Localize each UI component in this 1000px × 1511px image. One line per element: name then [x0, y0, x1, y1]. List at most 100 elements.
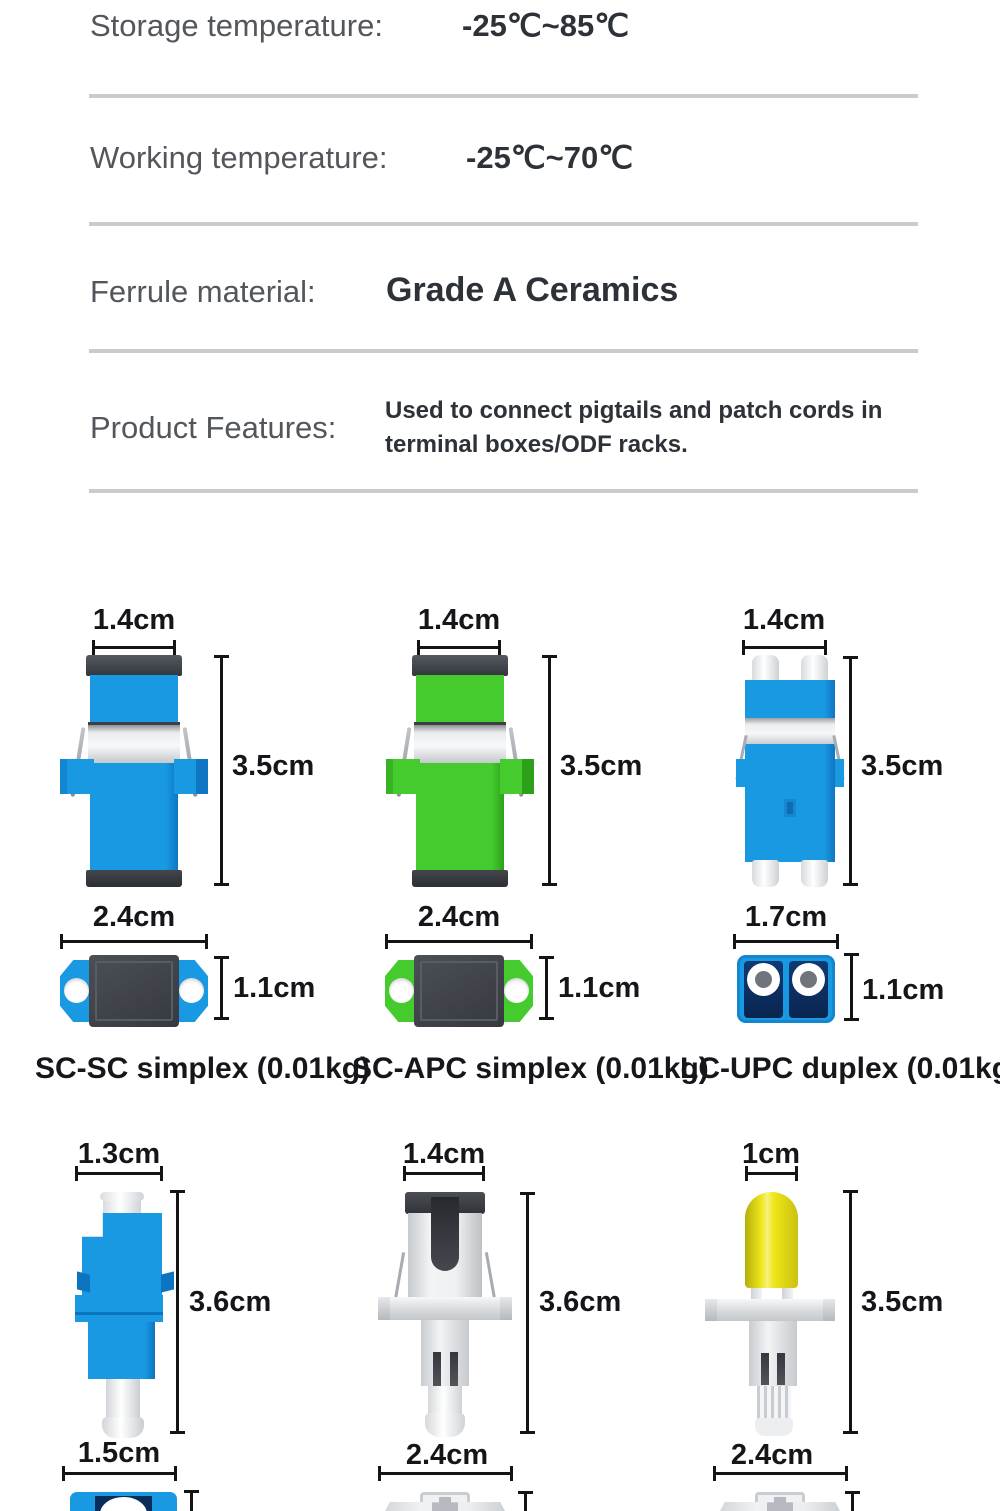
ferrule-foot — [755, 1418, 793, 1436]
mounting-flange — [378, 1297, 512, 1320]
dimension-height-line — [518, 1491, 533, 1511]
dimension-height-label: 1.1cm — [862, 974, 945, 1006]
adapter-lc-upc-duplex-front-view — [735, 655, 845, 887]
mounting-wing-right — [174, 759, 208, 794]
adapter-body — [745, 680, 835, 862]
adapter-port-block — [414, 955, 504, 1027]
dimension-width-line — [733, 934, 839, 949]
side-tab-right — [835, 759, 844, 787]
adapter-body-upper — [90, 675, 178, 723]
lc-nub-top — [100, 1192, 144, 1214]
adapter-sc-lc-hybrid-front-view — [378, 1192, 512, 1438]
screw-hole-left — [64, 978, 89, 1003]
ferrule-foot — [102, 1417, 144, 1438]
adapter-lc-simplex-top-view-partial — [70, 1490, 177, 1511]
dimension-width-label: 1.4cm — [402, 1138, 486, 1170]
dimension-height-label: 3.5cm — [560, 750, 643, 782]
side-tab-left — [736, 759, 745, 787]
dimension-height-label: 1.1cm — [233, 972, 316, 1004]
dimension-width-line — [742, 640, 827, 655]
spec-value-working-temperature: -25℃~70℃ — [466, 140, 634, 175]
lc-nub-bottom-left — [752, 860, 779, 887]
spec-value-product-features: Used to connect pigtails and patch cords… — [385, 397, 883, 458]
dimension-width-line — [92, 640, 176, 655]
dimension-width-label: 2.4cm — [405, 1439, 489, 1471]
dimension-height-line — [520, 1192, 535, 1434]
screw-hole-left — [389, 978, 414, 1003]
latch-slot — [784, 799, 796, 817]
mounting-wing-left — [60, 759, 94, 794]
mounting-wing-left — [386, 759, 420, 794]
dimension-height-label: 3.6cm — [539, 1286, 622, 1318]
adapter-port-block — [89, 955, 179, 1027]
lc-nub-top-left — [752, 655, 779, 682]
side-clip-left — [77, 1271, 90, 1293]
mounting-flange — [705, 1299, 835, 1321]
dimension-width-label: 1.7cm — [744, 901, 828, 933]
flange-collar — [75, 1295, 163, 1322]
spec-divider — [89, 222, 918, 226]
dimension-height-line — [170, 1190, 185, 1434]
dimension-width-label: 1cm — [741, 1138, 801, 1170]
adapter-body-upper — [416, 675, 504, 723]
adapter-sc-lc-hybrid-top-view-partial — [385, 1492, 505, 1511]
dimension-height-line — [214, 655, 229, 886]
screw-hole-right — [179, 978, 204, 1003]
screw-hole-right — [504, 978, 529, 1003]
ferrule-foot — [425, 1413, 465, 1437]
dimension-width-label: 1.3cm — [77, 1138, 161, 1170]
mounting-wing-right — [500, 759, 534, 794]
ribbed-barrel — [757, 1386, 791, 1422]
lc-nub-bottom-right — [801, 860, 828, 887]
adapter-sc-sc-simplex-front-view — [60, 655, 208, 887]
retaining-clip-right-icon — [484, 1252, 497, 1300]
ferrule-bore — [755, 971, 772, 988]
adapter-sc-sc-simplex-top-view — [60, 955, 208, 1027]
dimension-width-label: 1.4cm — [417, 604, 501, 636]
dimension-height-line — [539, 956, 554, 1020]
cap-stem-left — [751, 1288, 762, 1303]
ferrule-bore — [800, 971, 817, 988]
latch-slot-left — [761, 1353, 769, 1385]
spec-value-ferrule-material: Grade A Ceramics — [386, 271, 679, 309]
dimension-width-line — [745, 1166, 798, 1181]
adapter-lc-upc-duplex-top-view — [737, 953, 835, 1023]
metal-sleeve — [745, 718, 835, 744]
dimension-width-line — [403, 1166, 485, 1181]
product-name-sc-sc-simplex: SC-SC simplex (0.01kg) — [35, 1052, 371, 1085]
adapter-body-lower — [749, 1321, 797, 1386]
adapter-st-hybrid-top-view-partial — [720, 1492, 840, 1511]
adapter-lc-simplex-front-view — [75, 1192, 179, 1438]
yellow-dust-cap-icon — [745, 1192, 798, 1288]
dimension-width-line — [385, 934, 533, 949]
ferrule-barrel — [428, 1386, 462, 1416]
cap-stem-right — [782, 1288, 793, 1303]
dimension-width-label: 2.4cm — [730, 1439, 814, 1471]
metal-sleeve — [88, 722, 180, 763]
dust-cap-top-icon — [86, 655, 182, 676]
adapter-body-lower — [421, 1320, 469, 1386]
product-name-sc-apc-simplex: SC-APC simplex (0.01kg) — [352, 1052, 709, 1085]
product-name-lc-upc-duplex: LC-UPC duplex (0.01kg) — [680, 1052, 1000, 1085]
spec-divider — [89, 489, 918, 493]
dimension-height-line — [844, 953, 859, 1021]
adapter-body-lower — [416, 763, 504, 870]
spec-label-storage-temperature: Storage temperature: — [90, 8, 383, 43]
dust-cap-bottom-icon — [86, 870, 182, 887]
spec-value-storage-temperature: -25℃~85℃ — [462, 8, 630, 43]
latch-slot-right — [777, 1353, 785, 1385]
adapter-sc-apc-simplex-top-view — [385, 955, 533, 1027]
lc-nub-top-right — [801, 655, 828, 682]
dust-cap-top-icon — [412, 655, 508, 676]
adapter-body-upper — [82, 1213, 162, 1298]
adapter-st-hybrid-front-view — [705, 1192, 835, 1438]
side-clip-right — [161, 1271, 174, 1293]
dust-cap-bottom-icon — [412, 870, 508, 887]
dimension-height-line — [542, 655, 557, 886]
dimension-width-line — [60, 934, 208, 949]
key-slot — [431, 1197, 459, 1271]
dimension-height-label: 3.5cm — [861, 750, 944, 782]
dimension-width-line — [62, 1466, 177, 1481]
spec-divider — [89, 94, 918, 98]
